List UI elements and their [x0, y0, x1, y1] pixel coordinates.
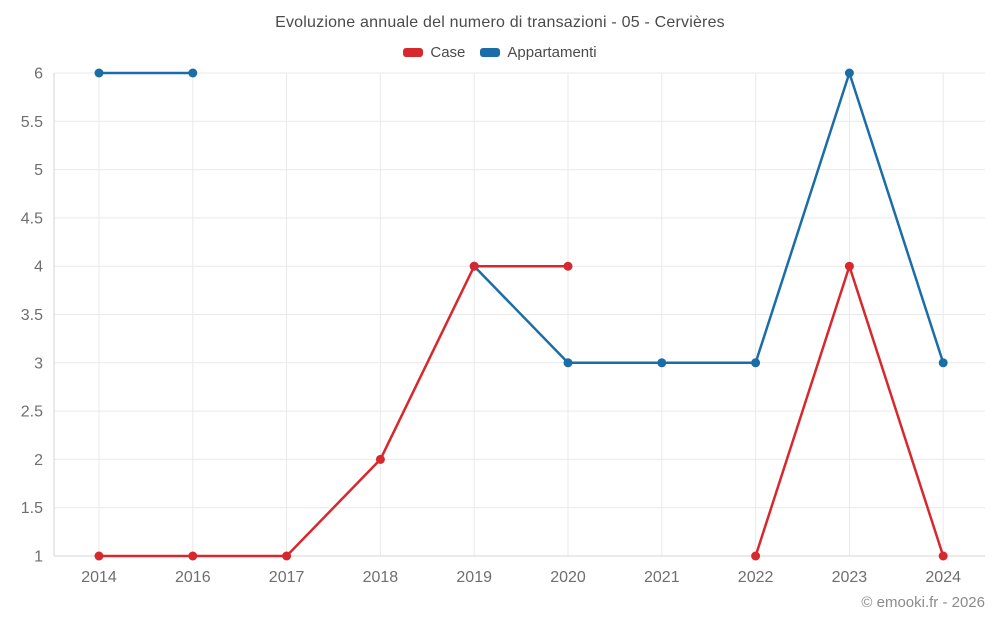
data-point-case-2018[interactable]: [375, 454, 385, 464]
x-tick-label: 2022: [738, 569, 774, 586]
x-tick-label: 2018: [363, 569, 399, 586]
data-point-appartamenti-2022[interactable]: [751, 358, 761, 368]
data-point-case-2024[interactable]: [938, 551, 948, 561]
data-point-case-2016[interactable]: [188, 551, 198, 561]
y-tick-label: 1.5: [21, 500, 43, 517]
data-point-appartamenti-2024[interactable]: [938, 358, 948, 368]
data-point-appartamenti-2016[interactable]: [188, 68, 198, 78]
chart-title: Evoluzione annuale del numero di transaz…: [275, 14, 725, 31]
y-tick-label: 1: [34, 549, 43, 566]
legend-swatch-case: [403, 48, 424, 57]
data-point-case-2017[interactable]: [282, 551, 292, 561]
data-point-appartamenti-2020[interactable]: [563, 358, 573, 368]
x-tick-label: 2020: [550, 569, 586, 586]
data-point-case-2019[interactable]: [469, 261, 479, 271]
data-point-appartamenti-2014[interactable]: [94, 68, 104, 78]
legend-swatch-appartamenti: [480, 48, 501, 57]
data-point-appartamenti-2023[interactable]: [844, 68, 854, 78]
legend: Case Appartamenti: [0, 44, 1000, 61]
data-point-case-2014[interactable]: [94, 551, 104, 561]
x-tick-label: 2023: [832, 569, 868, 586]
x-tick-label: 2021: [644, 569, 680, 586]
x-tick-label: 2019: [456, 569, 492, 586]
x-tick-label: 2014: [81, 569, 117, 586]
y-tick-label: 5: [34, 162, 43, 179]
legend-label-case: Case: [430, 44, 466, 61]
data-point-case-2020[interactable]: [563, 261, 573, 271]
y-tick-label: 2.5: [21, 404, 43, 421]
y-tick-label: 5.5: [21, 114, 43, 131]
legend-item-case[interactable]: Case: [403, 44, 465, 61]
legend-item-appartamenti[interactable]: Appartamenti: [480, 44, 597, 61]
legend-label-appartamenti: Appartamenti: [507, 44, 597, 61]
x-tick-label: 2016: [175, 569, 211, 586]
data-point-case-2022[interactable]: [751, 551, 761, 561]
series-line-appartamenti: [97, 71, 945, 365]
data-point-appartamenti-2021[interactable]: [657, 358, 667, 368]
y-tick-label: 6: [34, 66, 43, 83]
x-tick-label: 2024: [925, 569, 961, 586]
y-tick-label: 4: [34, 259, 43, 276]
y-tick-label: 4.5: [21, 210, 43, 227]
data-point-case-2023[interactable]: [844, 261, 854, 271]
y-tick-label: 3.5: [21, 307, 43, 324]
x-tick-label: 2017: [269, 569, 305, 586]
copyright: © emooki.fr - 2026: [861, 594, 985, 611]
y-tick-label: 3: [34, 355, 43, 372]
y-tick-label: 2: [34, 452, 43, 469]
